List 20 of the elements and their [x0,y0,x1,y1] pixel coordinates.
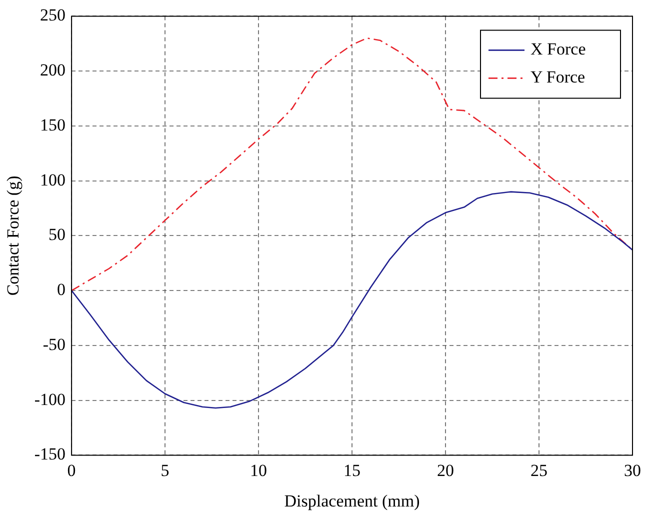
y-tick-label: 200 [40,60,66,80]
y-tick-label: 0 [57,280,66,300]
line-series [72,38,632,292]
x-tick-label: 15 [344,460,361,480]
x-tick-label: 10 [250,460,268,480]
x-axis-title: Displacement (mm) [284,491,420,510]
x-tick-label: 30 [624,460,641,480]
x-tick-label: 25 [530,460,548,480]
x-tick-label: 5 [160,460,170,480]
y-tick-label: -50 [42,334,66,354]
y-tick-label: 150 [40,115,66,134]
y-axis-title: Contact Force (g) [4,176,23,296]
x-tick-label: 20 [437,460,454,480]
legend-label: Y Force [530,68,586,87]
y-tick-label: -150 [34,444,66,464]
y-tick-label: 100 [40,170,66,190]
y-tick-label: 250 [40,6,66,25]
y-tick-label: -100 [34,390,66,409]
y-tick-label: 50 [48,225,66,244]
legend-label: X Force [530,40,586,59]
